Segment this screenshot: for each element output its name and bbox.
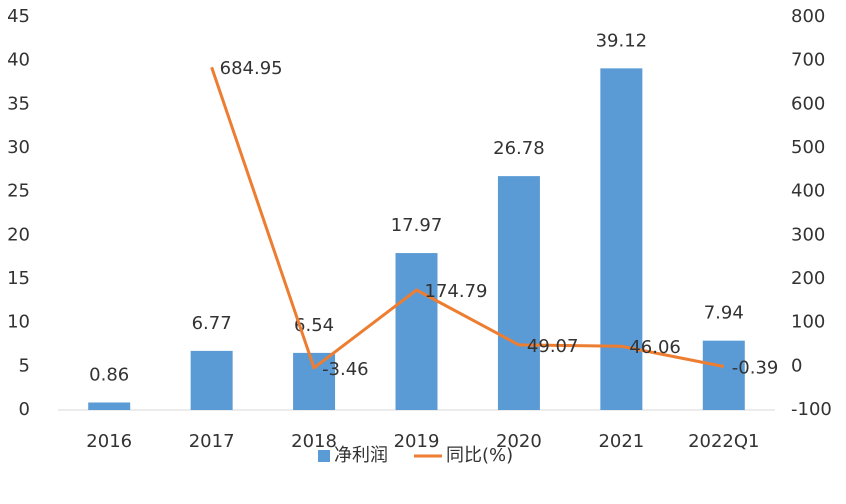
bar bbox=[600, 68, 643, 411]
bar bbox=[293, 352, 336, 410]
y2-tick-label: 400 bbox=[791, 181, 825, 202]
bar bbox=[88, 402, 131, 410]
y-tick-label: 40 bbox=[7, 50, 30, 71]
bar bbox=[395, 253, 438, 410]
line-value-label: 46.06 bbox=[629, 337, 681, 358]
bar bbox=[190, 350, 233, 410]
y2-tick-label: 300 bbox=[791, 224, 825, 245]
y-tick-label: 0 bbox=[19, 399, 30, 420]
y2-tick-label: 0 bbox=[791, 355, 802, 376]
bar-value-label: 6.77 bbox=[192, 313, 232, 334]
bar bbox=[497, 176, 540, 410]
y2-tick-label: 600 bbox=[791, 93, 825, 114]
y2-tick-label: 800 bbox=[791, 6, 825, 27]
y2-tick-label: 700 bbox=[791, 50, 825, 71]
x-tick-label: 2022Q1 bbox=[688, 431, 759, 452]
bar bbox=[702, 340, 745, 410]
line-value-label: 174.79 bbox=[425, 281, 488, 302]
legend-label: 同比(%) bbox=[446, 445, 513, 466]
y-tick-label: 35 bbox=[7, 93, 30, 114]
y-tick-label: 30 bbox=[7, 137, 30, 158]
line-value-label: -3.46 bbox=[322, 359, 369, 380]
y-tick-label: 45 bbox=[7, 6, 30, 27]
x-tick-label: 2016 bbox=[86, 431, 132, 452]
bar-value-label: 6.54 bbox=[294, 315, 334, 336]
x-tick-label: 2020 bbox=[496, 431, 542, 452]
x-tick-label: 2021 bbox=[598, 431, 644, 452]
y2-tick-label: 100 bbox=[791, 312, 825, 333]
y-tick-label: 20 bbox=[7, 224, 30, 245]
y-tick-label: 5 bbox=[19, 355, 30, 376]
legend-swatch bbox=[318, 450, 330, 462]
bar-value-label: 0.86 bbox=[89, 364, 129, 385]
y-tick-label: 15 bbox=[7, 268, 30, 289]
x-tick-label: 2017 bbox=[189, 431, 235, 452]
bar-value-label: 39.12 bbox=[596, 30, 648, 51]
y2-tick-label: 500 bbox=[791, 137, 825, 158]
y-tick-label: 10 bbox=[7, 312, 30, 333]
bar-value-label: 17.97 bbox=[391, 215, 443, 236]
bar-value-label: 7.94 bbox=[704, 303, 744, 324]
x-tick-label: 2018 bbox=[291, 431, 337, 452]
line-value-label: 49.07 bbox=[527, 336, 579, 357]
line bbox=[210, 66, 725, 370]
bar-value-label: 26.78 bbox=[493, 138, 545, 159]
x-tick-label: 2019 bbox=[394, 431, 440, 452]
line-value-label: -0.39 bbox=[732, 358, 779, 379]
y-tick-label: 25 bbox=[7, 181, 30, 202]
y2-tick-label: 200 bbox=[791, 268, 825, 289]
line-value-label: 684.95 bbox=[220, 58, 283, 79]
y2-tick-label: -100 bbox=[791, 399, 832, 420]
legend-label: 净利润 bbox=[334, 445, 388, 466]
